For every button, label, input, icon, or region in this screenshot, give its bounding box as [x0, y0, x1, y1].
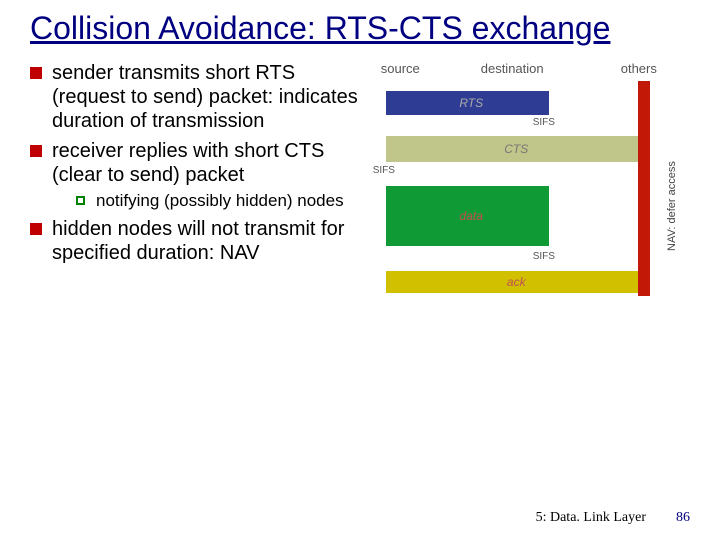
- sub-bullet-item: notifying (possibly hidden) nodes: [52, 191, 374, 211]
- diagram-col-destination: destination: [481, 61, 544, 76]
- text-column: sender transmits short RTS (request to s…: [30, 61, 374, 271]
- rts-bar: RTS: [386, 91, 549, 115]
- bullet-text: hidden nodes will not transmit for speci…: [52, 218, 344, 264]
- sifs-label: SIFS: [531, 251, 557, 262]
- sub-bullet-list: notifying (possibly hidden) nodes: [52, 191, 374, 211]
- diagram-col-others: others: [621, 61, 657, 76]
- ack-bar: ack: [386, 271, 639, 293]
- bullet-text: sender transmits short RTS (request to s…: [52, 62, 358, 132]
- slide: Collision Avoidance: RTS-CTS exchange se…: [0, 0, 720, 540]
- bullet-list: sender transmits short RTS (request to s…: [30, 61, 374, 265]
- bullet-text: receiver replies with short CTS (clear t…: [52, 140, 324, 186]
- footer-chapter: 5: Data. Link Layer: [536, 510, 646, 526]
- diagram-col-source: source: [381, 61, 420, 76]
- slide-body: sender transmits short RTS (request to s…: [30, 61, 690, 361]
- slide-title: Collision Avoidance: RTS-CTS exchange: [30, 10, 690, 47]
- ack-label: ack: [507, 275, 526, 289]
- footer-page-number: 86: [676, 510, 690, 526]
- sub-bullet-text: notifying (possibly hidden) nodes: [96, 191, 344, 210]
- nav-bar: [638, 81, 650, 296]
- data-label: data: [460, 209, 483, 223]
- bullet-item: sender transmits short RTS (request to s…: [30, 61, 374, 133]
- rts-cts-diagram: source destination others RTS CTS data a…: [376, 61, 690, 361]
- cts-label: CTS: [504, 142, 528, 156]
- sifs-label: SIFS: [531, 117, 557, 128]
- data-bar: data: [386, 186, 549, 246]
- nav-label: NAV: defer access: [666, 161, 678, 251]
- slide-footer: 5: Data. Link Layer 86: [536, 510, 690, 526]
- sifs-label: SIFS: [371, 165, 397, 176]
- cts-bar: CTS: [386, 136, 639, 162]
- rts-label: RTS: [459, 96, 483, 110]
- bullet-item: receiver replies with short CTS (clear t…: [30, 139, 374, 211]
- bullet-item: hidden nodes will not transmit for speci…: [30, 217, 374, 265]
